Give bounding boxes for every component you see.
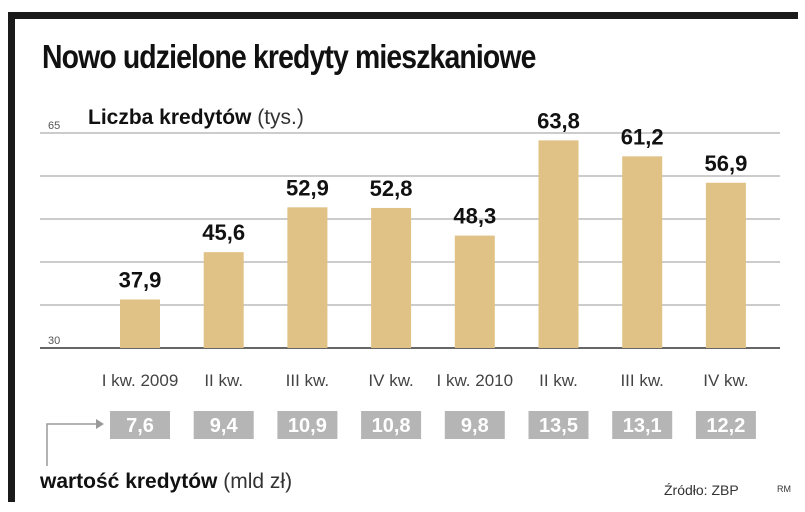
x-tick-label: III kw. xyxy=(620,371,663,390)
data-label: 52,8 xyxy=(370,176,413,201)
top-rule xyxy=(8,12,798,19)
y-axis-label-main: Liczba kredytów xyxy=(88,106,252,129)
value-box xyxy=(612,411,673,439)
value-label-unit: (mld zł) xyxy=(223,470,293,493)
bar xyxy=(287,207,328,348)
x-tick-label: II kw. xyxy=(204,371,243,390)
left-rule xyxy=(8,12,15,502)
y-tick-label: 65 xyxy=(48,120,60,132)
data-label: 48,3 xyxy=(453,204,496,229)
y-tick-label: 30 xyxy=(48,335,60,347)
value-box xyxy=(110,411,170,439)
data-label: 63,8 xyxy=(537,108,580,133)
data-label: 37,9 xyxy=(119,267,162,292)
y-axis-label: Liczba kredytów (tys.) xyxy=(88,106,304,130)
x-tick-label: IV kw. xyxy=(703,371,748,390)
value-box-label: 7,6 xyxy=(126,415,154,437)
value-box xyxy=(193,411,254,439)
x-tick-label: I kw. 2010 xyxy=(437,371,514,390)
bar xyxy=(705,182,746,348)
y-axis-label-unit: (tys.) xyxy=(257,106,304,129)
data-label: 56,9 xyxy=(704,151,747,176)
data-label: 52,9 xyxy=(286,175,329,200)
x-tick-label: II kw. xyxy=(539,371,578,390)
value-box-label: 9,4 xyxy=(210,415,239,437)
bar xyxy=(203,252,244,348)
pointer-arrow-line xyxy=(46,423,96,466)
value-label-main: wartość kredytów xyxy=(40,470,218,493)
data-label: 45,6 xyxy=(202,220,245,245)
pointer-arrow-head xyxy=(96,419,104,429)
value-box-label: 13,5 xyxy=(539,415,578,437)
chart-title: Nowo udzielone kredyty mieszkaniowe xyxy=(42,38,536,75)
value-box xyxy=(528,411,589,439)
value-box-label: 9,8 xyxy=(461,415,489,437)
credit: RM xyxy=(777,484,791,494)
source-note: Źródło: ZBP xyxy=(664,482,739,498)
x-tick-label: I kw. 2009 xyxy=(102,371,179,390)
bar xyxy=(371,207,412,348)
value-box xyxy=(361,411,422,439)
x-tick-label: III kw. xyxy=(286,371,329,390)
value-box xyxy=(277,411,338,439)
value-box-label: 10,9 xyxy=(288,415,327,437)
value-box xyxy=(695,411,756,439)
value-label: wartość kredytów (mld zł) xyxy=(40,470,292,494)
bar xyxy=(454,235,495,348)
value-box-label: 10,8 xyxy=(372,415,411,437)
x-tick-label: IV kw. xyxy=(368,371,413,390)
bar xyxy=(120,299,160,348)
value-box-label: 13,1 xyxy=(623,415,662,437)
data-label: 61,2 xyxy=(621,124,664,149)
value-box-label: 12,2 xyxy=(706,415,745,437)
bar xyxy=(538,140,579,348)
value-box xyxy=(444,411,505,439)
bar xyxy=(622,156,663,348)
